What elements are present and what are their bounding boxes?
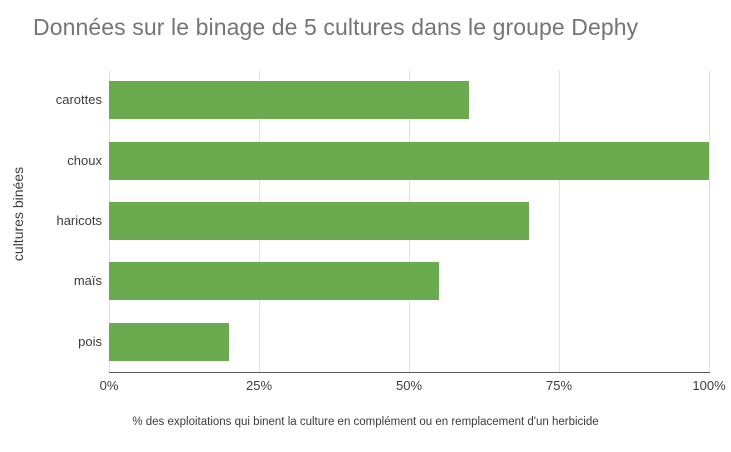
x-axis-line bbox=[109, 372, 710, 373]
chart-title: Données sur le binage de 5 cultures dans… bbox=[33, 14, 639, 40]
y-tick-label-haricots: haricots bbox=[56, 213, 102, 228]
y-tick-label-carottes: carottes bbox=[55, 92, 102, 107]
x-axis-title: % des exploitations qui binent la cultur… bbox=[132, 416, 599, 428]
gridline-100pct bbox=[709, 70, 710, 372]
x-tick-label-0pct: 0% bbox=[99, 378, 119, 393]
x-tick-label-75pct: 75% bbox=[545, 378, 573, 393]
x-tick-label-100pct: 100% bbox=[692, 378, 726, 393]
plot-area bbox=[109, 70, 710, 372]
gridline-75pct bbox=[559, 70, 560, 372]
x-tick-label-50pct: 50% bbox=[395, 378, 423, 393]
y-tick-label-pois: pois bbox=[78, 334, 102, 349]
bar-maïs[interactable] bbox=[109, 262, 439, 300]
y-tick-label-choux: choux bbox=[67, 153, 102, 168]
y-tick-label-maïs: maïs bbox=[73, 273, 102, 288]
bar-pois[interactable] bbox=[109, 323, 229, 361]
bar-choux[interactable] bbox=[109, 142, 709, 180]
bar-haricots[interactable] bbox=[109, 202, 529, 240]
bar-carottes[interactable] bbox=[109, 81, 469, 119]
x-tick-label-25pct: 25% bbox=[245, 378, 273, 393]
y-axis-tick-labels: carottes choux haricots maïs pois bbox=[0, 70, 102, 372]
